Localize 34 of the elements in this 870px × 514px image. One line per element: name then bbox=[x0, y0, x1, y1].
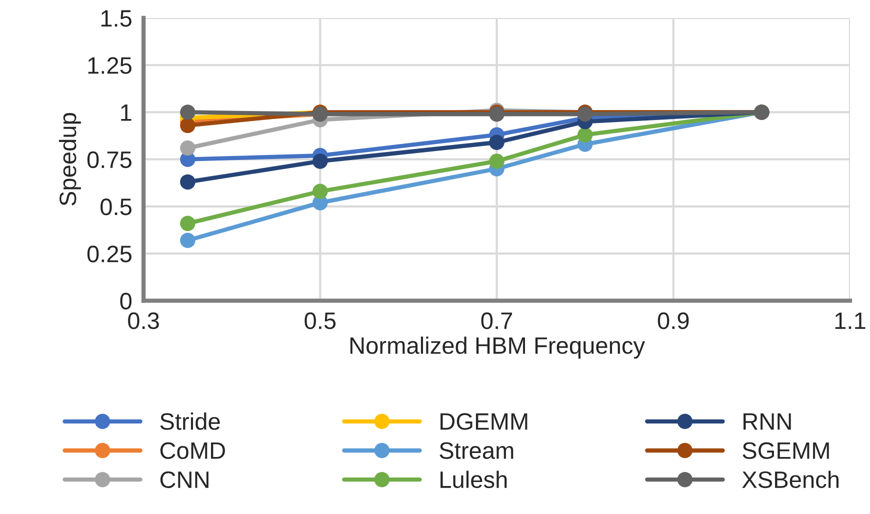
point bbox=[489, 154, 504, 169]
point bbox=[180, 118, 196, 134]
point bbox=[489, 134, 504, 150]
legend-label: XSBench bbox=[742, 470, 839, 488]
point bbox=[577, 127, 593, 142]
legend-label: Lulesh bbox=[440, 470, 507, 488]
y-tick-label: 1 bbox=[121, 104, 132, 121]
y-axis-title: Speedup bbox=[58, 113, 81, 206]
x-tick-label: 0.7 bbox=[481, 312, 512, 330]
legend-label: CoMD bbox=[160, 442, 225, 459]
x-tick-label: 1.1 bbox=[835, 312, 866, 329]
legend-label: DGEMM bbox=[440, 413, 528, 430]
point bbox=[180, 232, 196, 248]
y-tick-label: 1.25 bbox=[88, 57, 132, 74]
legend-label: Stride bbox=[160, 412, 220, 430]
legend-label: Stream bbox=[440, 442, 514, 459]
point bbox=[180, 140, 196, 156]
point bbox=[312, 154, 328, 169]
y-tick-label: 1.5 bbox=[101, 10, 132, 27]
legend-label: CNN bbox=[160, 471, 208, 488]
y-tick-label: 0.75 bbox=[87, 151, 132, 168]
point bbox=[312, 184, 328, 200]
y-tick-label: 0.5 bbox=[100, 198, 132, 216]
point bbox=[180, 174, 196, 190]
x-tick-label: 0.5 bbox=[304, 312, 336, 330]
point bbox=[180, 104, 196, 120]
x-tick-label: 0.3 bbox=[128, 312, 159, 330]
x-tick-label: 0.9 bbox=[658, 312, 689, 330]
legend-label: RNN bbox=[744, 413, 791, 430]
y-tick-label: 0 bbox=[120, 292, 132, 310]
point bbox=[180, 216, 196, 232]
y-tick-label: 0.25 bbox=[87, 246, 132, 262]
x-axis-title: Normalized HBM Frequency bbox=[350, 336, 646, 359]
legend-label: SGEMM bbox=[742, 442, 829, 459]
